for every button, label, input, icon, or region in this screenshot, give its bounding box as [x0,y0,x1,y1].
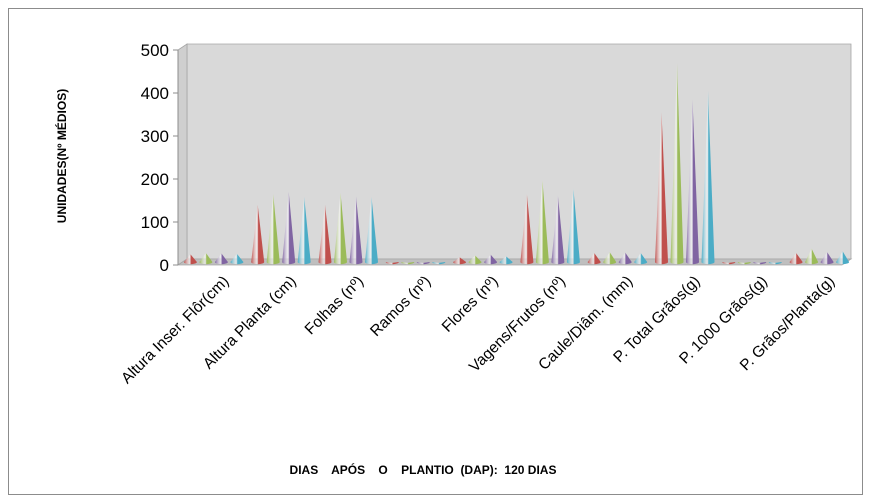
cone-bar [230,253,244,265]
y-tick-label: 500 [141,41,169,60]
cone-bar [297,197,311,265]
cone-bar [634,252,648,265]
cone-bar [214,253,228,265]
cone-bar [432,262,446,265]
x-tick-label: Altura Inser. Flôr(cm) [118,273,232,387]
cone-bar [453,257,467,265]
cone-bar [670,62,684,265]
cone-bar [551,195,565,265]
cone-bar [468,255,482,265]
x-axis-tick-labels: Altura Inser. Flôr(cm)Altura Planta (cm)… [118,273,838,387]
cone-bar [722,262,736,265]
cone-bar [686,99,699,265]
cone-bar [416,262,430,265]
y-tick-label: 0 [160,256,169,275]
cone-bar [365,197,378,265]
cone-bar [183,254,197,265]
cone-bar [535,179,549,265]
y-axis-title: UNIDADES(Nº MÉDIOS) [54,89,69,223]
cone-bar [789,252,803,265]
cone-bar [401,262,415,265]
cone-bar [566,188,580,265]
cone-bar [805,248,819,265]
cone-bar [385,262,399,265]
side-wall [177,43,188,266]
x-tick-label: Ramos (nº) [367,273,434,340]
y-tick-label: 100 [141,213,169,232]
cone-bar [701,90,715,265]
cone-bar [603,252,617,265]
y-tick-label: 200 [141,170,169,189]
y-axis-ticks: 0 100 200 300 400 500 [141,41,178,275]
cone-bar [618,252,632,265]
cone-bar [349,196,363,265]
plot-area [176,43,853,266]
cone-bar [737,262,751,265]
y-tick-label: 300 [141,127,169,146]
data-marks [183,62,850,265]
cone-bar [753,262,767,265]
x-axis-title: DIAS APÓS O PLANTIO (DAP): 120 DIAS [290,462,557,477]
cone-bar [520,194,534,265]
cone-bar [318,204,332,265]
cone-bar [199,252,213,265]
cone-bar [836,251,850,265]
cone-bar [484,254,498,265]
cone-bar [587,252,601,265]
cone-bar [251,204,265,265]
cone-bar [820,252,834,265]
cone-bar [768,262,782,265]
x-tick-label: Flores (nº) [439,273,502,336]
x-tick-label: Folhas (nº) [302,273,367,338]
y-tick-label: 400 [141,84,169,103]
cone-bar [334,192,347,265]
cone-bar [282,191,296,265]
cone-bar [499,256,513,265]
cone-bar [266,194,280,265]
cone-bar [655,112,668,265]
